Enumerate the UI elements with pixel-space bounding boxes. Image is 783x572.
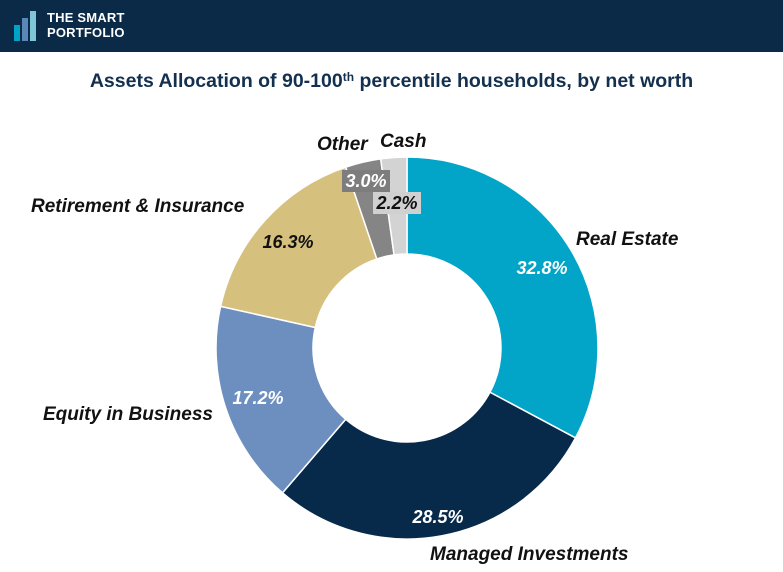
- slice-retirement-insurance[interactable]: [219, 166, 378, 329]
- category-labels: Real Estate Managed Investments Equity in …: [31, 131, 679, 565]
- category-label: Managed Investments: [430, 544, 629, 565]
- slice-real-estate[interactable]: [406, 156, 599, 439]
- brand-logo[interactable]: THE SMART PORTFOLIO: [14, 9, 125, 41]
- percent-label: 2.2%: [375, 193, 417, 213]
- brand-line-1: THE SMART: [47, 10, 125, 25]
- chart-title-rest: percentile households, by net worth: [354, 70, 694, 92]
- brand-line-2: PORTFOLIO: [47, 25, 125, 40]
- percent-label: 28.5%: [411, 507, 463, 527]
- percent-label: 3.0%: [345, 171, 386, 191]
- slice-equity-in-business[interactable]: [215, 305, 347, 494]
- category-label: Retirement & Insurance: [31, 196, 245, 217]
- donut-slices: [215, 156, 599, 540]
- slice-managed-investments[interactable]: [281, 391, 577, 540]
- header-bar: THE SMART PORTFOLIO: [0, 0, 783, 52]
- chart-title: Assets Allocation of 90-100th percentile…: [0, 70, 783, 93]
- percent-label-background: [342, 170, 390, 192]
- category-label: Real Estate: [576, 229, 679, 250]
- percent-label: 32.8%: [516, 258, 567, 278]
- percent-label-background: [373, 192, 421, 214]
- chart-title-main: Assets Allocation of 90-100: [89, 70, 343, 92]
- bar-chart-logo-icon: [14, 11, 36, 41]
- percent-label: 16.3%: [262, 232, 313, 252]
- chart-title-superscript: th: [342, 70, 355, 84]
- percent-labels: 32.8% 28.5% 17.2% 16.3% 3.0%2.2%: [232, 170, 568, 527]
- category-label: Equity in Business: [43, 404, 213, 425]
- percent-label: 17.2%: [232, 388, 283, 408]
- category-label: Cash: [380, 131, 426, 152]
- category-label: Other: [317, 134, 369, 155]
- brand-name: THE SMART PORTFOLIO: [47, 10, 125, 40]
